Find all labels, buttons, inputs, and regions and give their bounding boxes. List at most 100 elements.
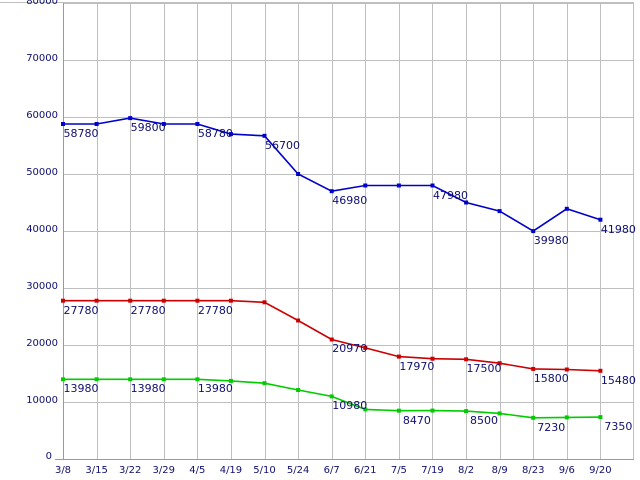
data-point-marker [430, 356, 435, 361]
y-axis-tick-20000: 20000 [26, 338, 58, 349]
data-point-marker [228, 132, 233, 137]
data-point-marker [161, 377, 166, 382]
point-value-label: 8470 [402, 413, 431, 427]
point-value-label: 58780 [63, 126, 99, 140]
data-point-marker [61, 377, 65, 382]
y-axis-tick-70000: 70000 [26, 53, 58, 64]
data-point-marker [61, 122, 65, 126]
data-point-marker [195, 377, 200, 382]
data-point-marker [464, 409, 469, 414]
x-axis-tick-5-10: 5/10 [253, 465, 276, 476]
data-point-marker [396, 354, 401, 359]
point-value-label: 13980 [197, 382, 233, 396]
series-green [61, 377, 603, 420]
data-point-marker [531, 366, 536, 371]
x-axis-tick-7-19: 7/19 [421, 465, 444, 476]
point-value-label: 15800 [533, 371, 569, 385]
x-axis-tick-6-21: 6/21 [354, 465, 377, 476]
data-point-marker [564, 206, 569, 211]
y-axis-tick-40000: 40000 [26, 224, 58, 235]
data-point-marker [296, 172, 301, 176]
x-axis-tick-8-9: 8/9 [491, 465, 508, 476]
x-axis-tick-7-5: 7/5 [390, 465, 407, 476]
data-point-marker [262, 133, 267, 138]
point-value-label: 17970 [399, 359, 435, 373]
point-value-label: 8500 [470, 414, 499, 428]
data-point-marker [94, 377, 99, 382]
data-point-marker [228, 298, 233, 303]
x-axis-tick-8-2: 8/2 [458, 465, 475, 476]
data-point-marker [329, 337, 334, 342]
data-point-marker [497, 411, 502, 416]
data-point-marker [61, 298, 65, 303]
x-axis-tick-8-23: 8/23 [522, 465, 545, 476]
point-value-label: 15480 [600, 373, 636, 387]
data-point-marker [128, 298, 133, 303]
y-axis-tick-30000: 30000 [26, 281, 58, 292]
data-point-marker [363, 407, 368, 412]
y-axis-tick-50000: 50000 [26, 167, 58, 178]
point-value-label: 17500 [466, 362, 502, 376]
data-point-marker [497, 361, 502, 366]
point-value-label: 58780 [197, 126, 233, 140]
point-value-label: 46980 [332, 194, 368, 208]
point-value-label: 7230 [537, 420, 566, 434]
point-value-label: 13980 [63, 382, 99, 396]
point-value-label: 56700 [265, 138, 301, 152]
x-axis-tick-3-15: 3/15 [85, 465, 108, 476]
data-point-marker [161, 298, 166, 303]
x-axis-tick-6-7: 6/7 [323, 465, 340, 476]
data-point-marker [564, 415, 569, 420]
point-value-label: 39980 [533, 234, 569, 248]
y-axis-tick-10000: 10000 [26, 395, 58, 406]
point-value-label: 10980 [332, 399, 368, 413]
data-point-marker [531, 415, 536, 420]
x-axis-tick-4-5: 4/5 [189, 465, 206, 476]
data-point-marker [329, 394, 334, 399]
data-point-marker [128, 377, 133, 382]
point-value-label: 59800 [130, 121, 166, 135]
data-point-marker [464, 200, 469, 205]
series-blue [61, 116, 603, 234]
data-point-marker [497, 209, 502, 214]
data-point-marker [94, 122, 99, 126]
data-point-marker [430, 183, 435, 188]
data-point-marker [564, 367, 569, 372]
point-value-label: 27780 [197, 303, 233, 317]
data-point-marker [128, 116, 133, 121]
x-axis-tick-5-24: 5/24 [286, 465, 310, 476]
data-point-marker [396, 183, 401, 188]
x-axis-tick-9-20: 9/20 [589, 465, 612, 476]
data-point-marker [363, 345, 368, 350]
point-value-label: 27780 [63, 303, 99, 317]
data-point-marker [195, 122, 200, 126]
x-axis-tick-4-19: 4/19 [219, 465, 243, 476]
data-point-marker [296, 388, 301, 392]
x-axis-tick-3-29: 3/29 [152, 465, 175, 476]
data-point-marker [329, 189, 334, 194]
point-value-label: 41980 [600, 222, 636, 236]
data-point-marker [94, 298, 99, 303]
data-point-marker [430, 408, 435, 413]
data-point-marker [598, 368, 603, 373]
data-point-marker [296, 318, 301, 323]
data-point-marker [262, 300, 267, 305]
x-axis-tick-3-22: 3/22 [118, 465, 142, 476]
y-axis-tick-0: 0 [45, 451, 52, 462]
data-point-marker [396, 408, 401, 413]
data-point-marker [195, 298, 200, 303]
point-value-label: 20970 [332, 342, 368, 356]
data-point-marker [161, 122, 166, 126]
data-point-marker [464, 357, 469, 362]
x-axis-tick-9-6: 9/6 [558, 465, 575, 476]
point-value-label: 27780 [130, 303, 166, 317]
y-axis-tick-60000: 60000 [26, 110, 58, 121]
data-point-marker [363, 183, 368, 188]
series-red [61, 298, 603, 373]
data-point-marker [598, 217, 603, 222]
data-point-marker [531, 229, 536, 234]
x-axis-tick-3-8: 3/8 [54, 465, 72, 476]
